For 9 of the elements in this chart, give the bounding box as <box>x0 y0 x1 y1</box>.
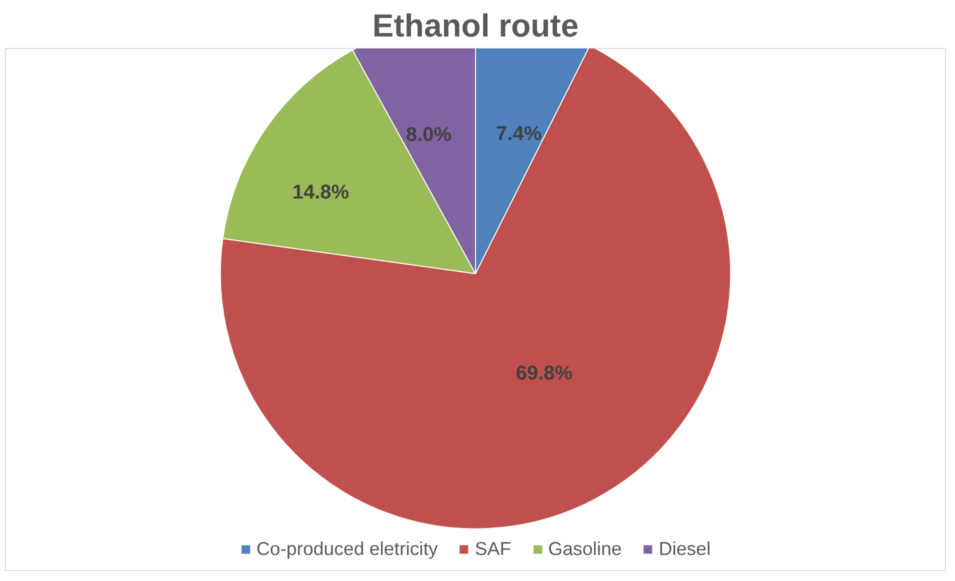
data-label: 14.8% <box>292 181 350 204</box>
legend-label: Diesel <box>658 538 711 560</box>
data-label: 7.4% <box>496 123 542 146</box>
legend-label: SAF <box>474 538 512 560</box>
legend-label: Co-produced eletricity <box>256 538 438 560</box>
data-label: 8.0% <box>406 124 452 146</box>
legend-label: Gasoline <box>548 538 622 560</box>
data-label: 69.8% <box>516 362 573 384</box>
chart-title: Ethanol route <box>372 8 579 44</box>
